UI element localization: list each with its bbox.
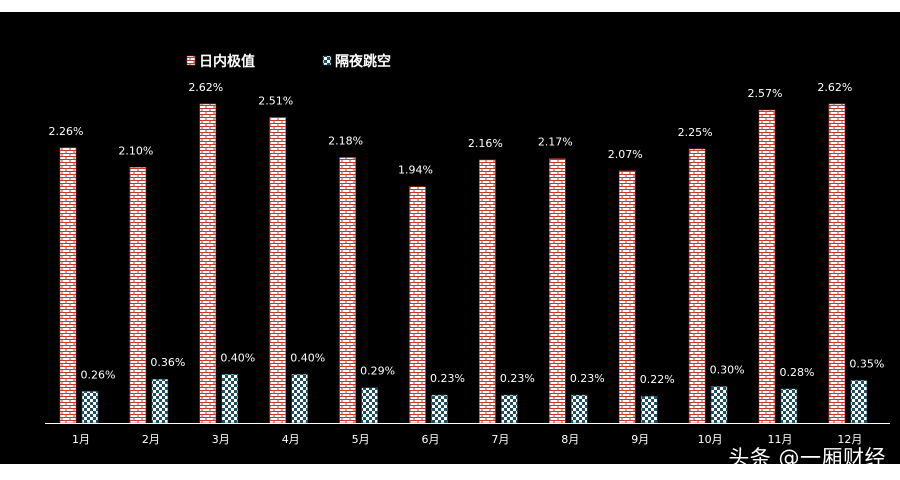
label-gap-4: 0.40% [290,351,325,364]
label-gap-5: 0.29% [360,365,395,378]
bar-gap-6 [431,394,448,424]
x-tick-label-12: 12月 [837,433,862,446]
bar-gap-12 [850,380,868,424]
label-intraday-5: 2.18% [328,135,363,148]
legend-label-1: 日内极值 [199,53,255,70]
label-intraday-10: 2.25% [678,126,713,139]
legend-swatch-2 [322,55,332,66]
label-intraday-1: 2.26% [49,125,84,138]
legend-swatch-1 [186,55,196,66]
bar-intraday-5 [339,157,356,424]
bar-gap-2 [151,378,169,424]
label-intraday-4: 2.51% [258,94,293,107]
legend-label-2: 隔夜跳空 [335,53,391,70]
bar-intraday-4 [269,117,287,424]
label-gap-6: 0.23% [430,372,465,385]
bar-intraday-9 [618,170,636,424]
chart-area: 日内极值 隔夜跳空 2.26% 0.26% 2.10% 0.36% 2.62% 0.40% 2… [0,12,900,464]
bar-intraday-6 [409,186,426,424]
bar-gap-4 [291,373,309,424]
x-tick-label-4: 4月 [282,433,300,446]
label-gap-12: 0.35% [849,357,884,370]
bar-intraday-7 [479,159,496,424]
bar-gap-8 [570,394,588,424]
bar-gap-3 [221,373,239,424]
x-tick-label-6: 6月 [422,433,440,446]
x-tick-label-3: 3月 [212,433,230,446]
label-gap-7: 0.23% [500,372,535,385]
label-gap-2: 0.36% [150,356,185,369]
bar-gap-9 [640,395,658,424]
x-tick-label-1: 1月 [72,433,90,446]
bar-intraday-1 [59,147,77,424]
bars-group [59,103,868,424]
legend: 日内极值 隔夜跳空 [186,53,391,70]
bar-intraday-12 [828,103,846,424]
label-intraday-9: 2.07% [608,148,643,161]
x-tick-label-9: 9月 [631,433,649,446]
x-tick-label-11: 11月 [768,433,793,446]
label-intraday-6: 1.94% [398,164,433,177]
bar-gap-11 [780,388,798,424]
x-tick-label-7: 7月 [491,433,509,446]
label-intraday-11: 2.57% [748,87,783,100]
bar-gap-5 [361,387,378,424]
label-gap-10: 0.30% [710,363,745,376]
bar-intraday-11 [758,109,776,424]
bar-intraday-3 [199,103,217,424]
x-axis: 1月 2月 3月 4月 5月 6月 7月 8月 9月 10月 11月 12月 [45,423,890,446]
label-gap-1: 0.26% [81,368,116,381]
x-tick-label-5: 5月 [352,433,370,446]
bar-gap-1 [81,391,99,424]
watermark: 头条 @一厢财经 [728,446,886,470]
x-tick-label-2: 2月 [142,433,160,446]
label-intraday-2: 2.10% [118,144,153,157]
label-gap-11: 0.28% [780,366,815,379]
label-intraday-3: 2.62% [188,81,223,94]
label-gap-9: 0.22% [640,373,675,386]
bar-chart: 日内极值 隔夜跳空 2.26%0.26%2.10%0.36%2.62%0.40%2… [45,53,890,446]
label-gap-8: 0.23% [570,372,605,385]
label-intraday-12: 2.62% [817,81,852,94]
bar-intraday-10 [688,148,706,424]
data-labels-group: 2.26% 0.26% 2.10% 0.36% 2.62% 0.40% 2.51% 0.40%… [49,81,885,386]
label-intraday-8: 2.17% [538,136,573,149]
bar-intraday-8 [548,158,566,424]
bar-gap-10 [710,386,728,424]
x-tick-label-10: 10月 [698,433,723,446]
label-gap-3: 0.40% [220,351,255,364]
bar-gap-7 [501,394,518,424]
x-tick-label-8: 8月 [561,433,579,446]
label-intraday-7: 2.16% [468,137,503,150]
bar-intraday-2 [129,166,147,424]
